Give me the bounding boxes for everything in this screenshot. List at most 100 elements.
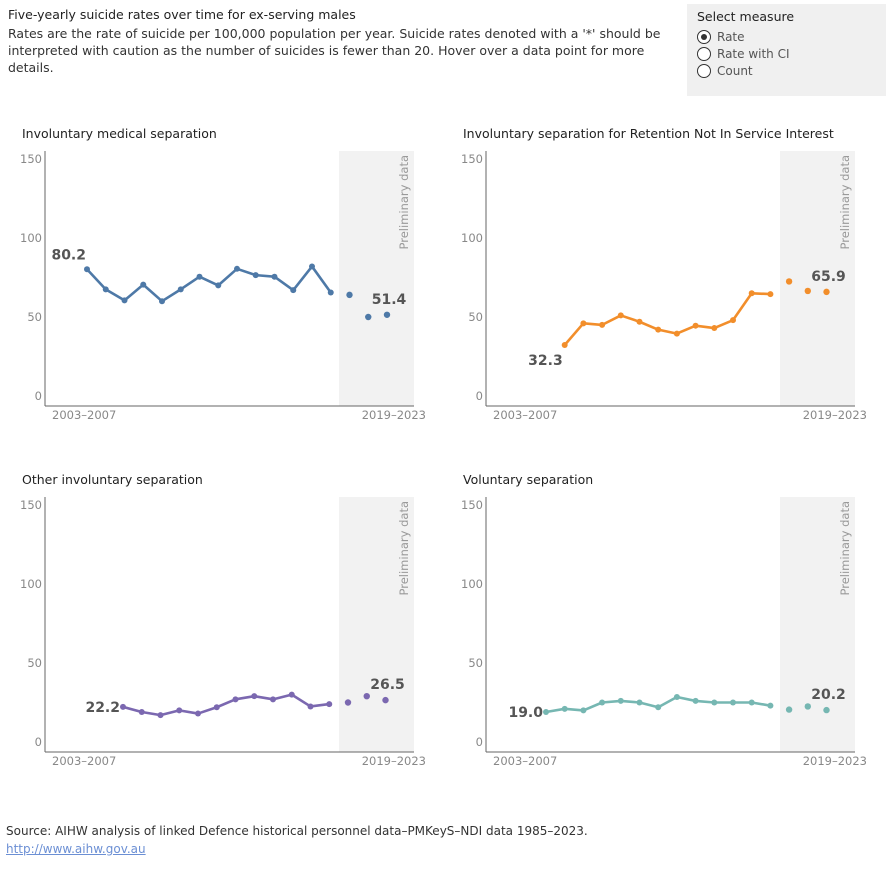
series-line: [563, 291, 771, 346]
data-label-last: 26.5: [370, 677, 405, 693]
data-point[interactable]: [561, 341, 568, 348]
preliminary-band: [780, 497, 855, 752]
data-point[interactable]: [748, 290, 755, 297]
measure-option-rate-with-ci[interactable]: Rate with CI: [697, 46, 790, 62]
data-point[interactable]: [251, 693, 258, 700]
measure-option-count[interactable]: Count: [697, 63, 753, 79]
data-point[interactable]: [157, 712, 164, 719]
page-subtitle: Rates are the rate of suicide per 100,00…: [8, 26, 661, 75]
data-point[interactable]: [655, 704, 662, 711]
data-point[interactable]: [599, 699, 606, 706]
data-point[interactable]: [580, 707, 587, 714]
data-point[interactable]: [140, 281, 147, 288]
y-tick-label: 100: [461, 577, 483, 591]
data-label-last: 51.4: [372, 292, 407, 308]
data-point[interactable]: [270, 696, 276, 703]
data-point[interactable]: [711, 325, 718, 332]
data-point[interactable]: [196, 273, 203, 280]
radio-rate[interactable]: [697, 30, 711, 44]
data-point[interactable]: [288, 691, 295, 698]
chart-title: Other involuntary separation: [22, 472, 203, 487]
data-point[interactable]: [730, 317, 736, 324]
preliminary-band: [780, 151, 855, 406]
measure-selector: Select measure Rate Rate with CI Count: [687, 4, 886, 96]
measure-option-rate[interactable]: Rate: [697, 29, 745, 45]
data-point[interactable]: [327, 289, 334, 296]
data-point[interactable]: [767, 291, 774, 298]
chart-title: Involuntary medical separation: [22, 126, 217, 141]
data-point[interactable]: [309, 263, 315, 270]
chart-panel-4: Voluntary separation Preliminary data 0 50 1…: [461, 472, 867, 768]
measure-option-label: Rate: [717, 30, 745, 44]
data-point[interactable]: [692, 322, 699, 329]
measure-selector-title: Select measure: [697, 9, 795, 24]
data-point[interactable]: [102, 286, 109, 293]
data-point[interactable]: [121, 297, 128, 304]
y-tick-label: 150: [20, 152, 42, 166]
preliminary-data-point[interactable]: [344, 699, 352, 706]
data-point[interactable]: [271, 273, 278, 280]
x-tick-label-last: 2019–2023: [362, 408, 426, 422]
preliminary-data-point[interactable]: [785, 706, 793, 713]
x-tick-label-last: 2019–2023: [803, 754, 867, 768]
radio-count[interactable]: [697, 64, 711, 78]
x-tick-label-first: 2003–2007: [493, 754, 557, 768]
data-point[interactable]: [617, 697, 624, 704]
y-tick-label: 100: [461, 231, 483, 245]
measure-option-label: Rate with CI: [717, 47, 790, 61]
data-point[interactable]: [120, 703, 126, 710]
data-point[interactable]: [655, 326, 662, 333]
series-line: [122, 693, 330, 717]
preliminary-data-point[interactable]: [363, 692, 370, 700]
chart-panel-1: Involuntary medical separation Preliminar…: [20, 126, 426, 422]
data-point[interactable]: [215, 282, 222, 289]
data-point[interactable]: [290, 287, 297, 294]
preliminary-data-point[interactable]: [823, 288, 830, 296]
data-point[interactable]: [748, 699, 755, 706]
data-point[interactable]: [138, 708, 145, 715]
data-point[interactable]: [711, 699, 718, 706]
data-point[interactable]: [326, 701, 333, 708]
data-point[interactable]: [673, 330, 680, 337]
preliminary-data-point[interactable]: [383, 311, 391, 318]
preliminary-data-point[interactable]: [785, 278, 793, 285]
data-point[interactable]: [636, 699, 643, 706]
y-tick-label: 100: [20, 577, 42, 591]
source-link[interactable]: http://www.aihw.gov.au: [6, 842, 146, 856]
data-point[interactable]: [232, 696, 239, 703]
data-point[interactable]: [673, 693, 680, 700]
data-point[interactable]: [307, 703, 314, 710]
series-line: [86, 265, 332, 303]
preliminary-data-point[interactable]: [823, 706, 830, 714]
preliminary-data-point[interactable]: [365, 313, 372, 321]
data-point[interactable]: [213, 704, 220, 711]
preliminary-data-point[interactable]: [346, 291, 353, 299]
data-point[interactable]: [580, 320, 587, 327]
data-point[interactable]: [767, 702, 774, 709]
y-tick-label: 0: [35, 735, 42, 749]
x-tick-label-first: 2003–2007: [52, 754, 116, 768]
preliminary-data-point[interactable]: [804, 703, 811, 710]
data-point[interactable]: [234, 265, 240, 272]
page-title: Five-yearly suicide rates over time for …: [8, 7, 356, 22]
data-point[interactable]: [636, 318, 643, 325]
data-point[interactable]: [177, 286, 184, 293]
preliminary-data-point[interactable]: [804, 287, 811, 295]
y-tick-label: 100: [20, 231, 42, 245]
data-point[interactable]: [561, 705, 568, 712]
data-point[interactable]: [730, 699, 736, 706]
radio-rate-with-ci[interactable]: [697, 47, 711, 61]
preliminary-data-point[interactable]: [382, 696, 389, 704]
data-point[interactable]: [599, 321, 606, 328]
data-point[interactable]: [692, 697, 699, 704]
data-point[interactable]: [176, 707, 183, 714]
data-point[interactable]: [195, 710, 201, 717]
x-tick-label-last: 2019–2023: [362, 754, 426, 768]
data-point[interactable]: [84, 266, 90, 273]
data-point[interactable]: [617, 312, 624, 319]
preliminary-label: Preliminary data: [397, 155, 411, 250]
data-point[interactable]: [252, 272, 259, 279]
data-point[interactable]: [159, 298, 165, 305]
source-note: Source: AIHW analysis of linked Defence …: [6, 824, 588, 838]
data-point[interactable]: [543, 708, 549, 715]
